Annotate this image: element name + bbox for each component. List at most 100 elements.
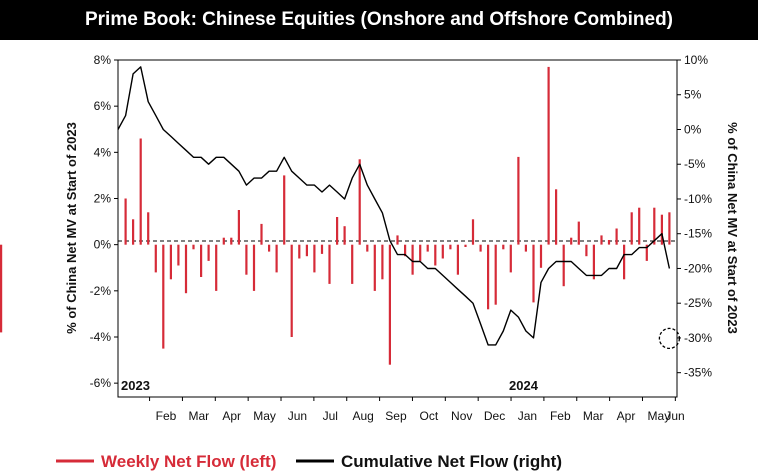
left-tick-label: -6%	[90, 376, 112, 390]
flow-bar	[464, 244, 467, 247]
flow-bar	[419, 244, 422, 261]
flow-bar	[215, 244, 218, 291]
right-tick-label: -10%	[684, 192, 712, 206]
x-tick-label: Nov	[451, 409, 472, 423]
flow-bar	[343, 226, 346, 245]
right-axis: 10% 5% 0% -5% -10% -15% -20% -25% -30% -35%	[677, 53, 712, 380]
flow-bar	[479, 244, 482, 252]
flow-bar	[366, 244, 369, 252]
flow-bar	[411, 244, 414, 275]
right-tick-label: 5%	[684, 88, 702, 102]
flow-bar	[200, 244, 203, 277]
flow-bar	[162, 244, 165, 349]
right-tick-label: -25%	[684, 296, 712, 310]
flow-bar	[471, 219, 475, 245]
flow-bar	[645, 244, 648, 261]
flow-bar	[539, 244, 543, 268]
x-tick-label: May	[648, 409, 671, 423]
flow-bar	[600, 235, 603, 245]
flow-bar	[555, 189, 558, 245]
flow-bar	[502, 244, 505, 250]
right-tick-label: -35%	[684, 366, 712, 380]
left-tick-label: 2%	[94, 191, 112, 205]
flow-bar	[449, 244, 452, 250]
right-tick-label: 10%	[684, 53, 708, 67]
x-tick-label: Aug	[352, 409, 373, 423]
flow-bar	[570, 237, 573, 245]
cumulative-flow-line-layer	[117, 66, 681, 350]
flow-bar	[177, 244, 180, 266]
x-tick-label: Sep	[385, 409, 407, 423]
flow-bar	[426, 244, 429, 252]
left-tick-label: -2%	[90, 284, 112, 298]
flow-bar	[585, 244, 588, 257]
x-tick-label: Jan	[518, 409, 537, 423]
flow-bar	[381, 244, 384, 280]
right-axis-title: % of China Net MV at Start of 2023	[725, 122, 740, 334]
year-label-2023: 2023	[121, 378, 150, 393]
flow-bar	[653, 207, 656, 245]
flow-bar	[456, 244, 459, 275]
flow-bar	[275, 244, 278, 273]
flow-bar	[388, 244, 391, 365]
weekly-flow-bars	[0, 66, 671, 365]
flow-bar	[607, 240, 611, 245]
flow-bar	[305, 244, 308, 257]
cumulative-flow-line	[117, 66, 671, 346]
flow-bar	[298, 244, 301, 259]
x-tick-label: Feb	[550, 409, 571, 423]
flow-bar	[358, 159, 361, 245]
flow-bar	[222, 237, 225, 245]
flow-bar	[509, 244, 512, 273]
flow-bar	[328, 244, 331, 284]
flow-bar	[169, 244, 172, 280]
year-label-2024: 2024	[509, 378, 539, 393]
flow-bar	[494, 244, 497, 305]
flow-bar	[615, 228, 618, 245]
flow-bar	[283, 175, 286, 245]
flow-bar	[320, 244, 324, 254]
flow-bar	[532, 244, 535, 303]
chart-title: Prime Book: Chinese Equities (Onshore an…	[0, 0, 758, 40]
flow-bar	[562, 244, 565, 287]
flow-bar	[336, 217, 339, 245]
flow-bar	[577, 221, 580, 245]
left-axis: 8% 6% 4% 2% 0% -2% -4% -6%	[90, 53, 118, 390]
left-tick-label: 8%	[94, 53, 112, 67]
flow-bar	[517, 156, 520, 245]
x-tick-label: Oct	[420, 409, 439, 423]
flow-bar	[592, 244, 595, 280]
flow-bar	[441, 244, 444, 259]
flow-bar	[487, 244, 490, 310]
flow-bar	[252, 244, 256, 291]
flow-bar	[245, 244, 248, 275]
right-tick-label: 0%	[684, 122, 702, 136]
x-tick-label: Jul	[323, 409, 338, 423]
flow-bar	[373, 244, 376, 291]
x-tick-label: Jun	[288, 409, 307, 423]
flow-bar	[396, 235, 399, 245]
x-tick-label: May	[253, 409, 276, 423]
left-axis-title: % of China Net MV at Start of 2023	[64, 122, 79, 334]
flow-bar	[547, 66, 550, 245]
flow-bar	[404, 244, 407, 257]
flow-bar	[524, 244, 527, 252]
right-tick-label: -5%	[684, 157, 706, 171]
flow-bar	[139, 138, 142, 245]
left-tick-label: 6%	[94, 99, 112, 113]
right-tick-label: -20%	[684, 261, 712, 275]
flow-bar	[192, 244, 195, 250]
flow-bar	[260, 223, 263, 245]
flow-bar	[184, 244, 188, 294]
right-tick-label: -30%	[684, 331, 712, 345]
plot-frame	[117, 59, 678, 398]
flow-bar	[290, 244, 293, 337]
flow-bar	[132, 219, 135, 245]
flow-bar	[230, 237, 233, 245]
flow-bar	[623, 244, 626, 280]
flow-bar	[351, 244, 354, 284]
endpoint-marker	[658, 327, 681, 350]
legend-label-weekly: Weekly Net Flow (left)	[101, 452, 276, 471]
flow-bar	[268, 244, 271, 252]
